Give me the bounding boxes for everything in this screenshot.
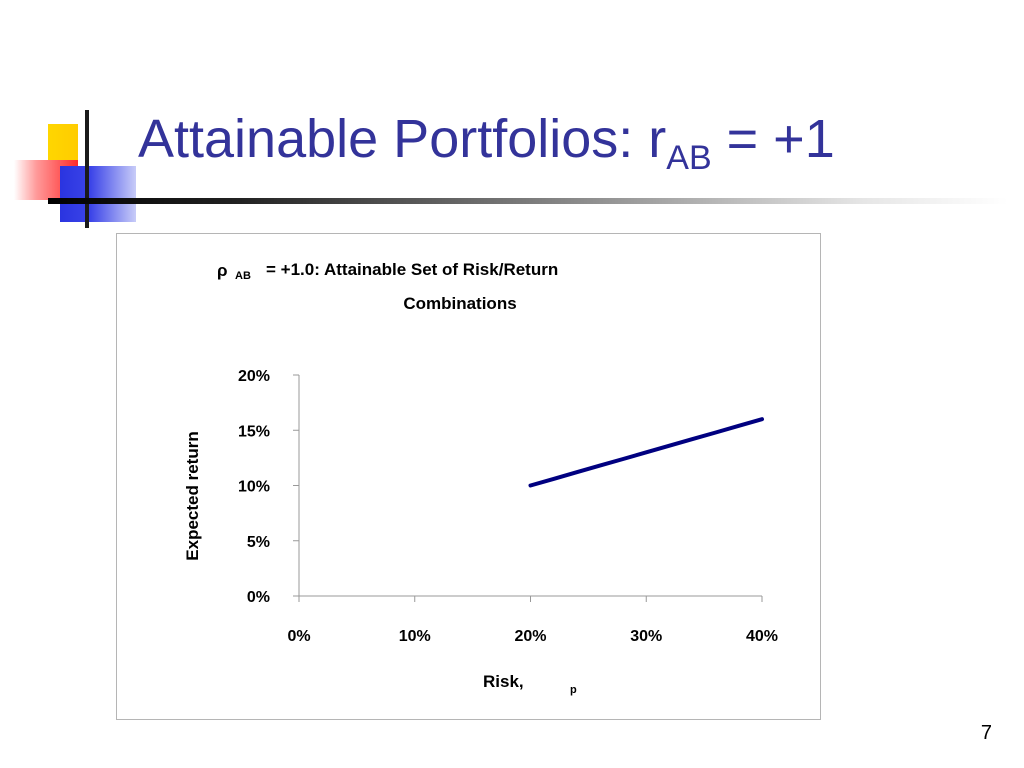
y-tick-label: 20% <box>238 368 270 385</box>
chart-title-line2: Combinations <box>403 294 516 313</box>
x-tick-label: 10% <box>399 628 431 645</box>
slide-title-tail: = +1 <box>711 109 835 169</box>
x-tick-label: 40% <box>746 628 778 645</box>
x-axis-label: Risk, <box>483 672 524 691</box>
y-tick-label: 5% <box>247 534 270 551</box>
x-axis-label-subscript: p <box>570 684 577 696</box>
chart-title-line1: = +1.0: Attainable Set of Risk/Return <box>266 260 558 279</box>
decor-yellow-square <box>48 124 78 164</box>
y-axis-label: Expected return <box>183 431 202 560</box>
page-number: 7 <box>980 722 992 744</box>
slide-title-main: Attainable Portfolios: r <box>138 109 667 169</box>
series-line <box>528 417 764 488</box>
x-tick-label: 0% <box>287 628 310 645</box>
chart-title-symbol: ρ <box>217 261 228 280</box>
decor-vertical-line <box>85 110 89 228</box>
chart: ρ AB = +1.0: Attainable Set of Risk/Retu… <box>183 260 778 696</box>
x-tick-label: 30% <box>630 628 662 645</box>
chart-axes: 0% 5% 10% 15% 20% 0% 10% 20% 30% 40% <box>238 368 778 645</box>
decor-blue-square <box>60 166 136 222</box>
y-tick-label: 15% <box>238 423 270 440</box>
chart-title: ρ AB = +1.0: Attainable Set of Risk/Retu… <box>217 260 558 313</box>
chart-frame: ρ AB = +1.0: Attainable Set of Risk/Retu… <box>116 233 821 720</box>
slide-title-subscript: AB <box>666 139 712 177</box>
y-tick-label: 10% <box>238 479 270 496</box>
chart-title-subscript: AB <box>235 270 251 282</box>
title-underline <box>48 198 1008 204</box>
x-tick-label: 20% <box>514 628 546 645</box>
slide-title: Attainable Portfolios: rAB = +1 <box>138 108 835 177</box>
y-tick-label: 0% <box>247 589 270 606</box>
plot-area <box>528 417 764 488</box>
